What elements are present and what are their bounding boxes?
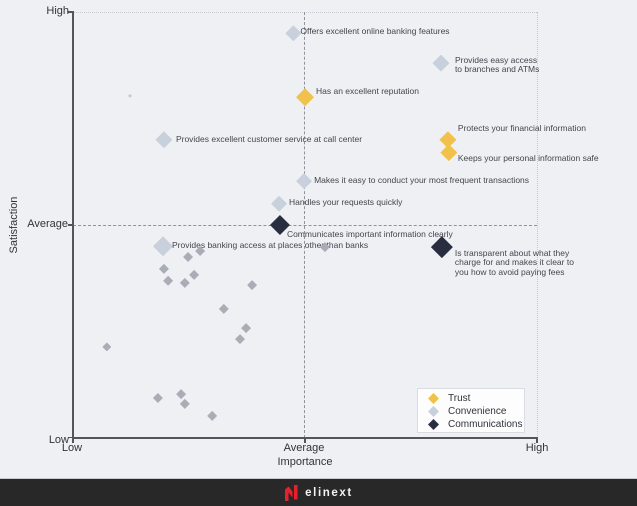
data-point-unlabeled <box>189 269 200 280</box>
average-satisfaction-guide-line <box>73 224 537 226</box>
data-point-unlabeled <box>179 398 190 409</box>
y-axis-line <box>72 11 74 438</box>
data-point-unlabeled <box>247 280 258 291</box>
data-point-unlabeled <box>102 342 112 352</box>
x-axis-label-high: High <box>525 442 549 454</box>
x-tick-high <box>536 438 538 443</box>
data-point-trust <box>440 144 458 162</box>
y-axis-title: Satisfaction <box>8 196 20 254</box>
x-axis-line <box>72 437 538 439</box>
data-point-label: Has an excellent reputation <box>316 86 420 97</box>
data-point-unlabeled <box>179 277 190 288</box>
plot-right-dotted-border <box>536 12 538 438</box>
y-axis-label-average: Average <box>27 218 68 230</box>
y-tick-low <box>68 436 72 438</box>
data-point-convenience <box>271 195 288 212</box>
data-point-unlabeled <box>195 245 206 256</box>
data-point-trust <box>439 131 457 149</box>
legend-label: Convenience <box>448 406 507 417</box>
data-point-unlabeled <box>183 251 194 262</box>
trust-diamond-icon <box>428 393 439 404</box>
communications-diamond-icon <box>428 419 439 430</box>
data-point-label: Provides excellent customer service at c… <box>175 134 363 145</box>
data-point-label: Offers excellent online banking features <box>300 25 450 36</box>
data-point-label: Provides banking access at places other … <box>172 239 369 250</box>
data-point-communications <box>269 215 290 235</box>
x-axis-label-low: Low <box>61 442 83 454</box>
data-point-communications <box>430 236 453 259</box>
convenience-diamond-icon <box>428 406 439 417</box>
data-point-label: Communicates important information clear… <box>286 229 453 240</box>
y-tick-average <box>68 224 72 226</box>
data-point-label: Provides easy access to branches and ATMs <box>454 54 540 75</box>
y-axis-label-low: Low <box>48 434 69 446</box>
data-point-label: Makes it easy to conduct your most frequ… <box>314 175 530 186</box>
data-point-label: Handles your requests quickly <box>289 196 403 207</box>
data-point-unlabeled <box>235 334 246 345</box>
x-tick-average <box>304 438 306 443</box>
elinext-logo[interactable]: elinext <box>284 484 353 501</box>
data-point-convenience <box>153 236 174 257</box>
legend-item-convenience[interactable]: Convenience <box>428 405 524 418</box>
data-point-trust <box>296 88 314 107</box>
data-point-convenience <box>296 173 313 190</box>
data-point-unlabeled <box>163 275 174 286</box>
data-point-unlabeled <box>207 410 218 421</box>
data-point-label: Protects your financial information <box>457 123 586 134</box>
x-tick-low <box>72 438 74 443</box>
legend-item-trust[interactable]: Trust <box>428 392 524 405</box>
data-point-convenience <box>285 25 302 42</box>
plot-top-dotted-border <box>73 11 537 13</box>
data-point-unlabeled <box>128 93 133 98</box>
footer-brand-text: elinext <box>305 486 353 499</box>
elinext-logo-icon <box>285 484 298 501</box>
data-point-label: Keeps your personal information safe <box>457 152 599 163</box>
y-axis-label-high: High <box>46 5 69 17</box>
legend-label: Communications <box>448 419 523 430</box>
legend-box: Trust Convenience Communications <box>417 388 525 433</box>
legend-item-communications[interactable]: Communications <box>428 418 524 431</box>
y-tick-high <box>68 11 72 13</box>
legend-label: Trust <box>448 393 471 404</box>
data-point-unlabeled <box>152 392 163 403</box>
data-point-label: Is transparent about what they charge for… <box>454 247 574 277</box>
x-axis-label-average: Average <box>283 442 325 454</box>
data-point-unlabeled <box>176 389 187 400</box>
data-point-convenience <box>155 131 173 149</box>
data-point-unlabeled <box>218 303 229 314</box>
data-point-unlabeled <box>319 242 330 253</box>
x-axis-title: Importance <box>277 456 333 468</box>
data-point-convenience <box>432 54 450 72</box>
data-point-unlabeled <box>241 323 252 334</box>
data-point-unlabeled <box>158 263 169 274</box>
footer-bar: elinext <box>0 478 637 506</box>
